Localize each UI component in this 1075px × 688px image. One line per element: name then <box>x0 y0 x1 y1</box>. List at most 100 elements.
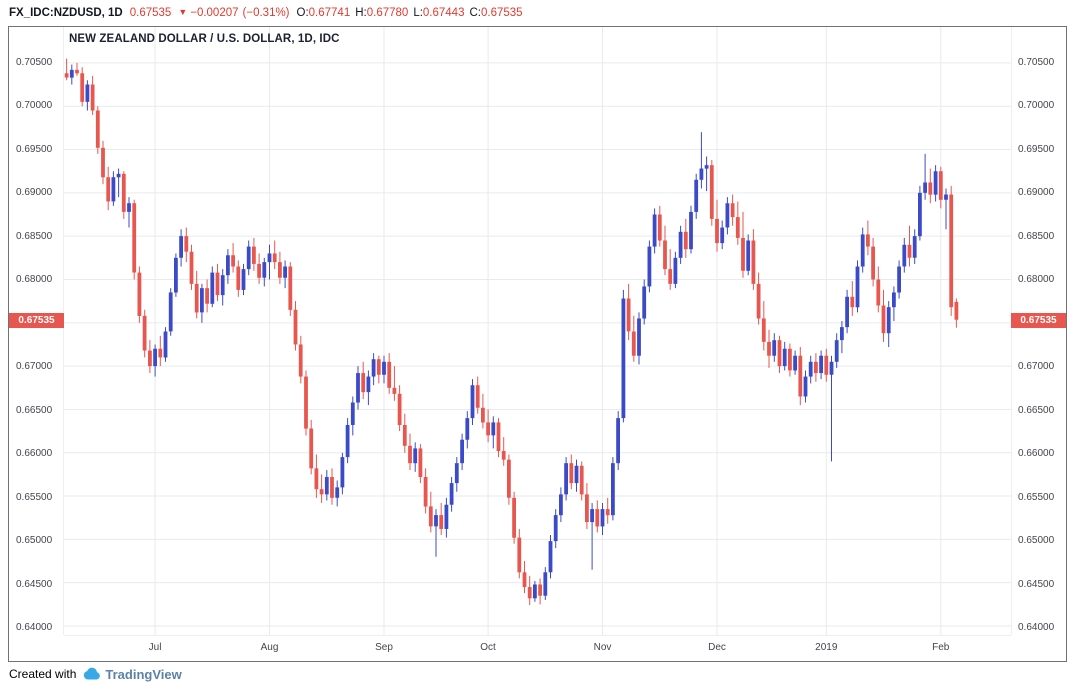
candle <box>574 459 579 492</box>
candle <box>272 240 277 270</box>
candle <box>116 168 121 198</box>
candle <box>465 411 470 449</box>
candle <box>194 270 199 319</box>
tradingview-cloud-icon <box>84 667 101 680</box>
candle <box>288 262 293 316</box>
candle <box>309 419 314 475</box>
candle <box>496 418 501 458</box>
candle <box>564 457 568 501</box>
candle <box>663 225 667 276</box>
candle <box>95 106 100 154</box>
candle <box>226 249 230 284</box>
candle <box>90 75 95 115</box>
x-axis-label: Dec <box>708 642 726 653</box>
candle <box>533 580 537 602</box>
ohlc-close: C:0.67535 <box>469 7 523 19</box>
symbol-interval[interactable]: FX_IDC:NZDUSD, 1D <box>9 7 123 19</box>
candle <box>298 335 303 384</box>
candle <box>761 301 766 351</box>
candle <box>335 480 340 507</box>
change-absolute: −0.00207 <box>190 7 239 19</box>
candle <box>189 244 194 290</box>
y-axis-label: 0.67000 <box>16 361 53 373</box>
candle <box>340 452 345 495</box>
candle <box>387 353 392 394</box>
candle <box>64 58 69 81</box>
last-price-tag-right: 0.67535 <box>1011 313 1066 329</box>
candle <box>944 188 948 230</box>
candle <box>590 503 594 570</box>
candle <box>793 350 797 375</box>
candle <box>121 171 126 219</box>
candle <box>611 457 615 521</box>
candle <box>605 497 610 524</box>
candle <box>595 500 600 533</box>
candle <box>330 468 334 505</box>
candle <box>928 168 933 204</box>
candle <box>200 283 204 323</box>
x-axis-label: Feb <box>932 642 950 653</box>
candle <box>949 185 954 316</box>
candle <box>751 229 756 290</box>
candle <box>522 561 527 594</box>
y-axis-label: 0.70500 <box>1018 57 1055 68</box>
change-percent: (−0.31%) <box>242 7 290 19</box>
created-with-label: Created with <box>9 667 77 681</box>
candle <box>897 260 901 299</box>
candle <box>101 140 105 185</box>
down-triangle-icon: ▼ <box>178 7 188 17</box>
x-axis-label: 2019 <box>815 642 838 653</box>
y-axis-label: 0.66500 <box>1018 404 1055 416</box>
price-scale-left[interactable]: 0.70500 0.70000 0.69500 0.69000 0.68500 0.680… <box>9 27 64 635</box>
x-axis-label: Jul <box>148 642 162 653</box>
candle <box>600 503 605 536</box>
candle <box>345 418 350 464</box>
candle <box>704 156 709 192</box>
candle <box>148 340 152 374</box>
candle <box>694 173 699 219</box>
candle <box>158 335 163 367</box>
candle <box>205 279 209 313</box>
last-price-tag-left: 0.67535 <box>9 313 64 329</box>
y-axis-label: 0.69000 <box>1018 187 1055 199</box>
time-scale[interactable]: Jul Aug Sep Oct Nov Dec 2019 Feb <box>64 635 1011 661</box>
y-axis-label: 0.65000 <box>1018 535 1055 547</box>
candle <box>683 218 688 258</box>
candle <box>730 194 735 226</box>
candle <box>527 575 532 606</box>
candle <box>543 567 548 601</box>
candle <box>881 289 886 342</box>
candle <box>236 260 241 297</box>
candle <box>507 454 511 505</box>
candle <box>371 353 376 386</box>
price-scale-right[interactable]: 0.70500 0.70000 0.69500 0.69000 0.68500 0.680… <box>1011 27 1066 635</box>
x-axis-label: Sep <box>375 642 393 653</box>
candle <box>933 165 938 202</box>
candle <box>278 251 282 284</box>
candle <box>772 333 777 362</box>
y-axis-label: 0.64500 <box>16 578 53 590</box>
candle <box>850 281 855 316</box>
y-axis-label: 0.66000 <box>1018 448 1055 460</box>
ohlc-low: L:0.67443 <box>413 7 465 19</box>
y-axis-label: 0.64500 <box>1018 578 1055 590</box>
candle <box>475 376 480 414</box>
tradingview-link[interactable]: TradingView <box>81 666 182 682</box>
candle <box>569 454 574 490</box>
candle <box>413 442 418 472</box>
y-axis-label: 0.68000 <box>1018 274 1055 286</box>
candle <box>689 205 693 254</box>
candle <box>892 286 896 322</box>
candle <box>392 366 397 401</box>
candle <box>491 416 496 449</box>
candle <box>553 509 558 549</box>
candle <box>954 298 959 328</box>
y-axis-label: 0.70000 <box>1018 100 1055 112</box>
candle <box>819 350 823 380</box>
tradingview-wordmark: TradingView <box>105 666 182 682</box>
candle <box>886 301 891 348</box>
candle <box>866 220 870 256</box>
candle <box>444 497 449 538</box>
y-axis-label: 0.64000 <box>16 622 53 633</box>
candlestick-chart[interactable] <box>64 27 1011 635</box>
